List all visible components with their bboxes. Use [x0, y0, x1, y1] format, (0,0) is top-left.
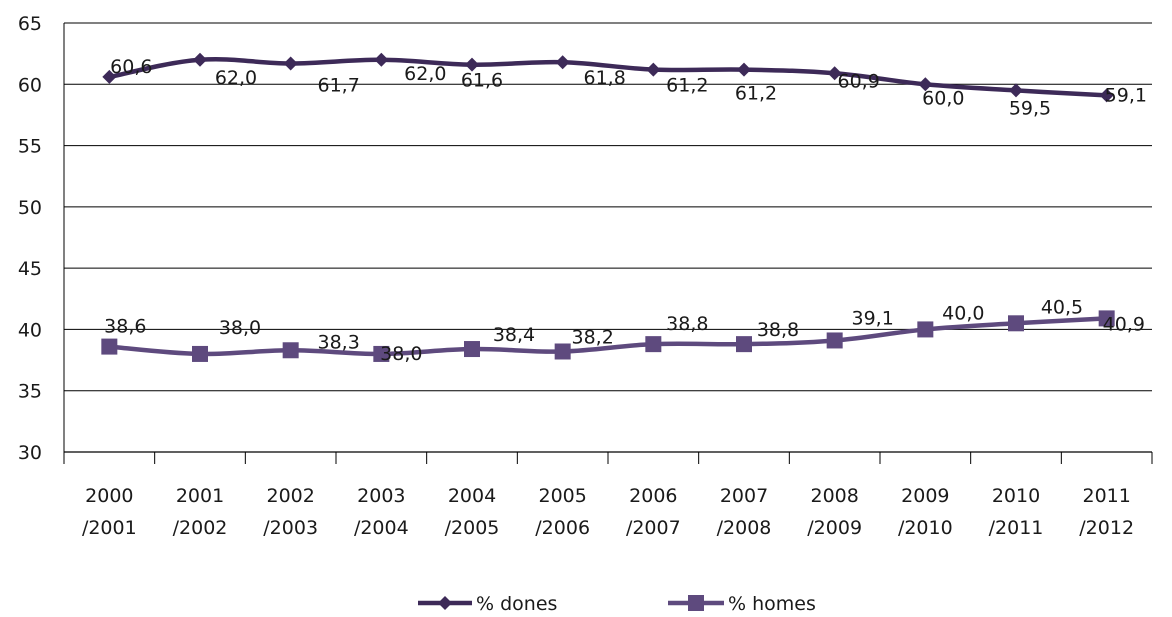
x-tick-label-year: 2005 — [538, 485, 586, 507]
data-point — [918, 77, 933, 92]
legend-marker — [688, 595, 704, 611]
legend-marker — [438, 596, 452, 610]
data-label: 38,8 — [757, 319, 799, 341]
data-label: 38,6 — [104, 316, 146, 338]
x-tick-label-period: /2011 — [989, 517, 1044, 539]
x-tick-label-period: /2007 — [626, 517, 681, 539]
data-label: 62,0 — [404, 63, 446, 85]
data-label: 62,0 — [215, 67, 257, 89]
data-point — [827, 66, 842, 81]
data-label: 40,5 — [1041, 296, 1083, 318]
y-tick-label: 40 — [18, 319, 42, 341]
data-label: 38,4 — [493, 324, 535, 346]
x-tick-label-period: /2003 — [263, 517, 318, 539]
data-label: 38,3 — [318, 331, 360, 353]
data-point — [101, 338, 118, 355]
data-label: 61,6 — [461, 70, 503, 92]
data-point — [373, 345, 390, 362]
data-label: 59,5 — [1009, 97, 1051, 119]
data-point — [646, 62, 661, 77]
y-tick-label: 50 — [18, 197, 42, 219]
legend-label: % homes — [728, 593, 816, 613]
x-tick-label-period: /2005 — [445, 517, 500, 539]
x-tick-label-year: 2009 — [901, 485, 949, 507]
series-line — [107, 316, 1109, 357]
data-label: 39,1 — [852, 307, 894, 329]
data-point — [554, 343, 571, 360]
legend-label: % dones — [476, 593, 557, 613]
data-point — [464, 341, 480, 358]
data-point — [192, 345, 208, 362]
data-point — [736, 336, 752, 353]
y-tick-label: 55 — [18, 136, 42, 158]
data-label: 61,7 — [318, 74, 360, 96]
data-point — [826, 332, 843, 349]
data-point — [917, 321, 934, 338]
series-line — [107, 56, 1109, 98]
data-point — [645, 336, 662, 353]
y-tick-label: 35 — [18, 381, 42, 403]
y-tick-label: 60 — [18, 74, 42, 96]
x-tick-label-year: 2004 — [448, 485, 496, 507]
x-tick-label-year: 2003 — [357, 485, 405, 507]
data-label: 59,1 — [1105, 84, 1147, 106]
data-label: 38,8 — [666, 313, 708, 335]
x-tick-label-year: 2007 — [720, 485, 768, 507]
x-tick-label-period: /2010 — [898, 517, 953, 539]
x-tick-label-year: 2002 — [266, 485, 314, 507]
x-tick-label-period: /2012 — [1079, 517, 1134, 539]
data-label: 60,6 — [110, 56, 152, 78]
x-tick-label-period: /2006 — [535, 517, 590, 539]
y-tick-label: 45 — [18, 258, 42, 280]
x-tick-label-period: /2002 — [173, 517, 228, 539]
x-tick-label-year: 2006 — [629, 485, 677, 507]
data-point — [1009, 83, 1023, 98]
data-point — [1098, 310, 1115, 327]
x-tick-label-period: /2001 — [82, 517, 137, 539]
data-label: 60,0 — [922, 87, 964, 109]
x-tick-label-year: 2010 — [992, 485, 1040, 507]
data-point — [737, 62, 751, 77]
data-label: 38,2 — [572, 326, 614, 348]
x-tick-label-period: /2008 — [717, 517, 772, 539]
data-label: 38,0 — [380, 343, 422, 365]
data-point — [374, 52, 389, 67]
data-label: 61,8 — [584, 67, 626, 89]
data-label: 61,2 — [666, 75, 708, 97]
x-tick-label-year: 2011 — [1082, 485, 1130, 507]
x-tick-label-period: /2004 — [354, 517, 409, 539]
x-tick-label-period: /2009 — [807, 517, 862, 539]
data-point — [282, 342, 299, 359]
data-point — [193, 52, 207, 67]
data-label: 40,0 — [942, 302, 984, 324]
x-tick-label-year: 2001 — [176, 485, 224, 507]
data-point — [1099, 88, 1114, 103]
data-point — [1008, 315, 1024, 332]
x-tick-label-year: 2000 — [85, 485, 133, 507]
data-label: 60,9 — [838, 70, 880, 92]
data-point — [102, 69, 117, 84]
data-label: 40,9 — [1103, 313, 1145, 335]
y-tick-label: 65 — [18, 13, 42, 35]
x-tick-label-year: 2008 — [810, 485, 858, 507]
data-label: 61,2 — [735, 83, 777, 105]
data-label: 38,0 — [219, 317, 261, 339]
y-tick-label: 30 — [18, 442, 42, 464]
data-point — [465, 57, 479, 72]
data-point — [555, 55, 570, 70]
data-point — [283, 56, 298, 71]
